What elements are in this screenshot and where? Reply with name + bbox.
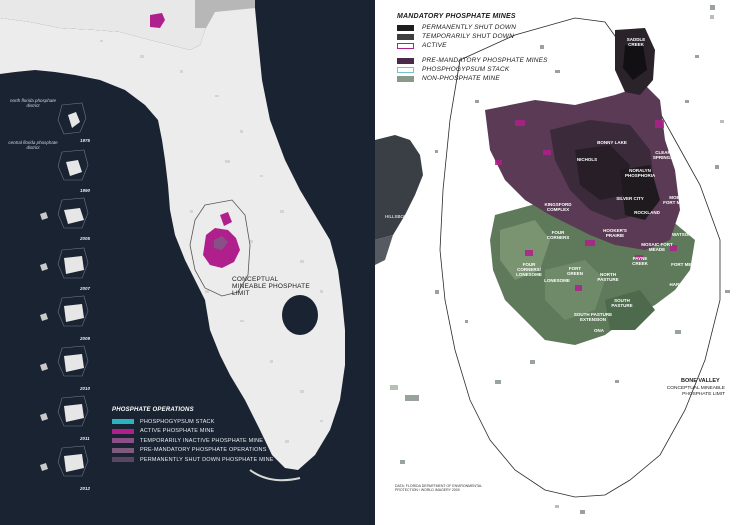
legend-item: ACTIVE PHOSPHATE MINE — [112, 427, 312, 437]
bone-valley-detail-map: HILLSBOROUGH BAY BONE VALLEY CONCEPTUAL … — [375, 0, 750, 525]
mine-label: KINGSFORD COMPLEX — [544, 202, 572, 212]
year-label: 2005 — [80, 236, 91, 241]
legend-swatch — [112, 419, 134, 425]
scattered-parcels — [400, 5, 730, 514]
mine-label: WATSON MINE — [672, 232, 704, 237]
legend-item: PERMANENTLY SHUT DOWN PHOSPHATE MINE — [112, 455, 312, 465]
north-district-label: north florida phosphate district — [9, 98, 57, 108]
legend-swatch — [397, 66, 414, 73]
mine-label: SILVER CITY — [616, 196, 644, 201]
legend-swatch — [397, 24, 414, 31]
mine-label: NICHOLS — [576, 157, 598, 162]
legend-label: PHOSPHOGYPSUM STACK — [140, 418, 215, 425]
legend-swatch — [112, 447, 134, 453]
bone-valley-label: BONE VALLEY — [681, 378, 720, 384]
conceptual-limit-label: CONCEPTUAL MINEABLE PHOSPHATE LIMIT — [232, 276, 310, 297]
legend-label: PRE-MANDATORY PHOSPHATE OPERATIONS — [140, 447, 267, 454]
mine-label: SADDLE CREEK — [626, 37, 646, 47]
legend-swatch — [112, 438, 134, 444]
mine-label: FOUR CORNERS — [546, 230, 570, 240]
legend-item: PRE-MANDATORY PHOSPHATE MINES — [397, 56, 597, 65]
year-label: 1990 — [80, 188, 91, 193]
legend-label: NON-PHOSPHATE MINE — [422, 75, 500, 82]
legend-label: PERMANENTLY SHUT DOWN — [422, 24, 517, 31]
legend-item: PERMANENTLY SHUT DOWN — [397, 23, 597, 32]
conceptual-limit-label-right: CONCEPTUAL MINEABLE PHOSPHATE LIMIT — [666, 386, 725, 397]
mine-label: MOBILE FORT MEADE — [663, 195, 693, 205]
mine-label: HARDEE — [669, 282, 689, 287]
mine-label: FOUR CORNERS/ LONESOME — [516, 262, 542, 277]
mine-label: LONESOME — [544, 278, 570, 283]
legend-swatch — [397, 57, 414, 64]
hillsborough-bay-label: HILLSBOROUGH BAY — [385, 214, 431, 219]
legend-swatch — [112, 428, 134, 434]
year-label: 1975 — [80, 138, 91, 143]
legend-item: TEMPORARILY INACTIVE PHOSPHATE MINE — [112, 436, 312, 446]
mandatory-mines-legend: MANDATORY PHOSPHATE MINES PERMANENTLY SH… — [397, 13, 597, 83]
legend-item: PHOSPHOGYPSUM STACK — [397, 65, 597, 74]
central-district-label: central florida phosphate district — [8, 140, 58, 150]
legend-item: TEMPORARILY SHUT DOWN — [397, 32, 597, 41]
legend-title: MANDATORY PHOSPHATE MINES — [397, 13, 516, 20]
mine-label: CLEAR SPRINGS — [652, 150, 674, 160]
active-mine-patches — [495, 120, 677, 291]
district-thumbnails — [57, 102, 89, 477]
district-thumbnail-fills — [64, 112, 84, 472]
mine-label: NORTH PASTURE — [597, 272, 619, 282]
mine-label: MOSAIC FORT MEADE — [641, 242, 673, 252]
legend-label: PERMANENTLY SHUT DOWN PHOSPHATE MINE — [140, 456, 274, 463]
legend-item: NON-PHOSPHATE MINE — [397, 74, 597, 83]
year-label: 2007 — [80, 286, 91, 291]
hillsborough-bay — [375, 135, 423, 240]
mine-label: PAYNE CREEK — [632, 256, 648, 266]
mine-label: ROCKLAND — [634, 210, 660, 215]
florida-keys — [249, 469, 301, 482]
mine-label: ONA — [594, 328, 604, 333]
legend-item: ACTIVE — [397, 41, 597, 50]
year-label: 2009 — [80, 336, 91, 341]
legend-title: PHOSPHATE OPERATIONS — [112, 407, 194, 413]
legend-swatch — [112, 457, 134, 463]
legend-label: ACTIVE — [422, 42, 447, 49]
mainland-north — [0, 0, 255, 50]
scattered-parcels-light — [390, 15, 724, 508]
florida-peninsula — [0, 8, 345, 470]
legend-label: TEMPORARILY SHUT DOWN — [422, 33, 514, 40]
detail-map-svg — [375, 5, 730, 514]
mine-label: FORT MEADE — [671, 262, 701, 267]
side-small-shapes — [40, 212, 48, 471]
land-texture — [100, 40, 323, 443]
phosphate-operations-legend: PHOSPHATE OPERATIONS PHOSPHOGYPSUM STACK… — [112, 407, 312, 465]
conceptual-limit-outline — [189, 199, 251, 297]
lake-okeechobee — [282, 295, 318, 335]
year-label: 2010 — [80, 386, 91, 391]
north-florida-phosphate-area — [150, 13, 165, 28]
data-credit: DATA: FLORIDA DEPARTMENT OF ENVIRONMENTA… — [395, 484, 482, 492]
legend-label: ACTIVE PHOSPHATE MINE — [140, 428, 215, 435]
legend-label: PRE-MANDATORY PHOSPHATE MINES — [422, 57, 548, 64]
year-label: 2012 — [80, 486, 91, 491]
mine-label: BONNY LAKE — [597, 140, 627, 145]
legend-label: TEMPORARILY INACTIVE PHOSPHATE MINE — [140, 437, 264, 444]
mine-label: HOOKER'S PRAIRIE — [603, 228, 627, 238]
florida-overview-map: north florida phosphate district central… — [0, 0, 375, 525]
legend-item: PHOSPHOGYPSUM STACK — [112, 417, 312, 427]
legend-swatch — [397, 42, 414, 49]
mine-label: NORALYN PHOSPHORIA — [625, 168, 656, 178]
mine-label: SOUTH PASTURE EXTENSION — [573, 312, 613, 322]
legend-label: PHOSPHOGYPSUM STACK — [422, 66, 510, 73]
legend-swatch — [397, 33, 414, 40]
mine-label: FORT GREEN — [566, 266, 583, 276]
mine-label: SOUTH PASTURE — [611, 298, 633, 308]
year-label: 2011 — [80, 436, 90, 441]
mine-label: HORSE CREEK — [673, 292, 690, 302]
legend-swatch — [397, 75, 414, 82]
legend-item: PRE-MANDATORY PHOSPHATE OPERATIONS — [112, 446, 312, 456]
florida-map-svg — [0, 0, 345, 482]
